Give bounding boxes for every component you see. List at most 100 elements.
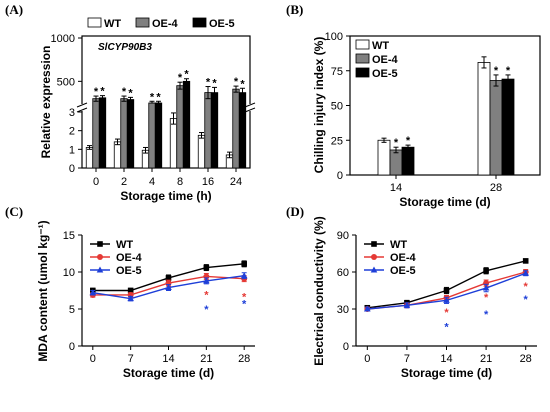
plot-frame-a xyxy=(81,35,251,169)
y-tick-label-a: 1 xyxy=(69,144,75,156)
legend-label-c: OE-4 xyxy=(116,252,143,264)
data-point-d xyxy=(364,305,371,312)
legend-swatch-a xyxy=(192,17,207,28)
data-point-d xyxy=(443,287,450,294)
data-point-c xyxy=(165,284,172,291)
panel-label-c: (C) xyxy=(5,204,23,219)
data-point-c xyxy=(203,277,210,284)
x-tick-label-d: 0 xyxy=(364,353,370,365)
bar-a xyxy=(176,85,184,169)
y-tick-label-b: 100 xyxy=(325,31,343,43)
bar-a xyxy=(113,141,122,169)
x-tick-label-b: 14 xyxy=(390,182,402,194)
y-tick-label-c: 10 xyxy=(63,267,75,279)
data-point-d xyxy=(483,267,489,274)
data-point-c xyxy=(240,272,248,279)
y-axis-title-b: Chilling injury index (%) xyxy=(312,37,326,174)
data-point-d xyxy=(443,296,450,303)
significance-star-d: * xyxy=(444,321,449,333)
x-tick-label-c: 28 xyxy=(238,353,250,365)
legend-marker-d xyxy=(371,241,377,247)
bar-a xyxy=(85,147,94,169)
significance-star-b: * xyxy=(506,65,511,77)
x-axis-title-a: Storage time (h) xyxy=(120,189,211,203)
x-tick-label-a: 4 xyxy=(149,176,155,188)
y-tick-label-b: 75 xyxy=(331,66,343,78)
y-tick-label-b: 0 xyxy=(337,170,343,182)
significance-star-a: * xyxy=(156,91,161,103)
data-point-d xyxy=(482,284,490,291)
x-tick-label-a: 24 xyxy=(230,176,242,188)
y-tick-label-a: 500 xyxy=(57,76,75,88)
y-tick-label-a: 1000 xyxy=(51,33,75,45)
y-tick-label-a: 2 xyxy=(69,126,75,138)
significance-star-a: * xyxy=(240,78,245,90)
y-tick-label-d: 90 xyxy=(337,230,349,242)
bar-a xyxy=(204,92,212,169)
gene-name-a: SlCYP90B3 xyxy=(98,42,152,53)
significance-star-d: * xyxy=(484,309,489,321)
axis-break-mark-a xyxy=(244,102,256,108)
y-tick-label-d: 60 xyxy=(337,267,349,279)
bar-a xyxy=(98,97,107,169)
x-tick-label-c: 21 xyxy=(200,353,212,365)
data-point-c xyxy=(127,287,134,294)
data-point-c xyxy=(241,261,247,267)
axis-break-mark-a xyxy=(244,107,256,113)
legend-label-d: WT xyxy=(390,239,407,251)
significance-star-c: * xyxy=(204,289,209,301)
panel-label-a: (A) xyxy=(5,2,23,17)
bar-a xyxy=(197,134,206,169)
x-tick-label-c: 0 xyxy=(90,353,96,365)
data-point-c xyxy=(127,295,134,302)
bar-a xyxy=(232,88,240,169)
significance-star-b: * xyxy=(394,137,399,149)
bar-a xyxy=(182,80,191,169)
data-point-c xyxy=(89,289,97,296)
legend-label-d: OE-4 xyxy=(390,252,417,264)
axis-break-mark-a xyxy=(76,107,88,113)
x-axis-title-b: Storage time (d) xyxy=(399,195,490,209)
y-axis-title-d: Electrical conductivity (%) xyxy=(312,216,326,365)
x-tick-label-a: 16 xyxy=(202,176,214,188)
legend-label-c: WT xyxy=(116,239,133,251)
significance-star-c: * xyxy=(242,292,247,304)
x-axis-title-c: Storage time (d) xyxy=(123,366,214,380)
legend-marker-d xyxy=(370,266,378,273)
bar-b xyxy=(501,78,515,176)
significance-star-a: * xyxy=(234,76,239,88)
x-tick-label-d: 28 xyxy=(520,353,532,365)
bar-b xyxy=(477,62,491,176)
legend-swatch-b xyxy=(355,39,370,50)
data-point-c xyxy=(165,275,172,281)
x-tick-label-d: 21 xyxy=(480,353,492,365)
y-tick-label-d: 0 xyxy=(343,341,349,353)
bar-a xyxy=(210,92,219,169)
legend-marker-c xyxy=(96,266,104,273)
legend-swatch-a xyxy=(87,17,102,28)
significance-star-a: * xyxy=(178,72,183,84)
significance-star-d: * xyxy=(524,281,529,293)
significance-star-a: * xyxy=(122,86,127,98)
legend-label-c: OE-5 xyxy=(116,265,142,277)
x-tick-label-d: 14 xyxy=(440,353,452,365)
bar-a xyxy=(120,98,128,169)
significance-star-b: * xyxy=(494,65,499,77)
y-axis-title-c: MDA content (umol kg⁻¹) xyxy=(36,220,50,361)
legend-label-a: WT xyxy=(104,18,121,30)
bar-a xyxy=(169,118,178,169)
y-tick-label-c: 5 xyxy=(69,304,75,316)
data-point-d xyxy=(522,269,529,276)
significance-star-c: * xyxy=(204,304,209,316)
x-axis-title-d: Storage time (d) xyxy=(401,366,492,380)
x-tick-label-c: 14 xyxy=(162,353,174,365)
legend-swatch-a xyxy=(135,17,150,28)
axis-break-mark-a xyxy=(76,102,88,108)
bar-b xyxy=(489,80,503,176)
x-tick-label-b: 28 xyxy=(490,182,502,194)
bar-b xyxy=(401,146,415,176)
significance-star-a: * xyxy=(184,69,189,81)
bar-a xyxy=(154,102,163,169)
legend-swatch-b xyxy=(355,67,370,78)
